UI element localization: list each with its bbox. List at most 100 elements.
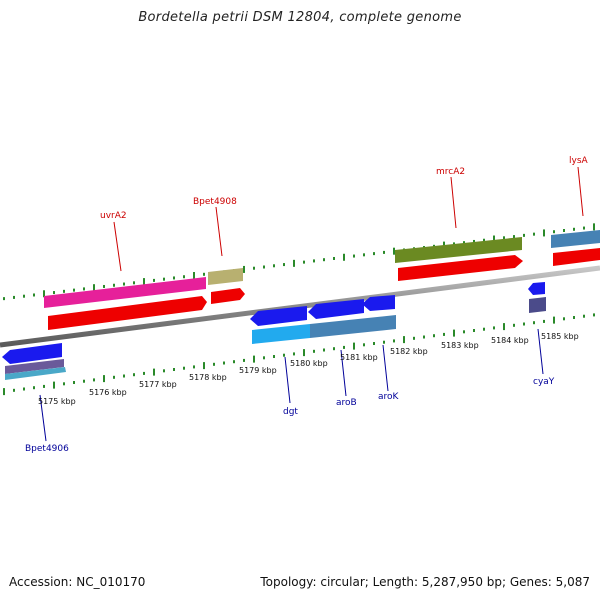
ruler-minor-tick xyxy=(593,313,595,317)
ruler-major-tick xyxy=(43,290,45,298)
ruler-minor-tick xyxy=(133,281,135,285)
ruler-major-tick xyxy=(593,223,595,231)
cds-aroB-feature[interactable] xyxy=(308,299,364,319)
scale-label-5175: 5175 kbp xyxy=(38,397,76,406)
ruler-minor-tick xyxy=(163,277,165,281)
gene-uvrA2-feature[interactable] xyxy=(44,277,206,308)
ruler-minor-tick xyxy=(83,287,85,291)
ruler-minor-tick xyxy=(263,265,265,269)
gene-dgt-feature[interactable] xyxy=(252,324,310,344)
gene-label-lysA[interactable]: lysA xyxy=(569,156,589,166)
mrcA2-leader xyxy=(450,176,457,229)
ruler-major-tick xyxy=(553,316,555,324)
ruler-minor-tick xyxy=(263,356,265,360)
ruler-minor-tick xyxy=(203,272,205,276)
gene-label-Bpet4908[interactable]: Bpet4908 xyxy=(193,197,237,207)
ruler-minor-tick xyxy=(3,297,5,301)
ruler-minor-tick xyxy=(83,379,85,383)
ruler-minor-tick xyxy=(533,232,535,236)
reverse-ruler xyxy=(3,313,595,396)
cds-dgt-feature[interactable] xyxy=(250,306,307,326)
ruler-minor-tick xyxy=(123,374,125,378)
ruler-minor-tick xyxy=(583,314,585,318)
cds-Bpet4908-feature[interactable] xyxy=(211,288,245,304)
ruler-major-tick xyxy=(53,381,55,389)
ruler-minor-tick xyxy=(13,388,15,392)
ruler-minor-tick xyxy=(373,252,375,256)
ruler-minor-tick xyxy=(183,275,185,279)
cds-uvrA2-feature[interactable] xyxy=(48,296,207,330)
ruler-minor-tick xyxy=(323,258,325,262)
ruler-major-tick xyxy=(293,259,295,267)
ruler-minor-tick xyxy=(63,289,65,293)
gene-label-mrcA2[interactable]: mrcA2 xyxy=(436,167,465,177)
cds-aroK-feature[interactable] xyxy=(362,295,395,311)
ruler-minor-tick xyxy=(243,358,245,362)
ruler-minor-tick xyxy=(563,229,565,233)
ruler-major-tick xyxy=(3,388,5,396)
scale-label-5181: 5181 kbp xyxy=(340,353,378,362)
label-leaders xyxy=(39,166,584,442)
ruler-minor-tick xyxy=(393,339,395,343)
gene-label-aroB[interactable]: aroB xyxy=(336,398,357,408)
cyaY-leader xyxy=(537,328,544,375)
cds-Bpet4906-feature[interactable] xyxy=(2,343,62,364)
ruler-minor-tick xyxy=(123,282,125,286)
gene-Bpet4906-feature[interactable] xyxy=(5,359,64,374)
ruler-minor-tick xyxy=(503,236,505,240)
gene-Bpet4908-feature[interactable] xyxy=(208,268,243,285)
scale-label-5178: 5178 kbp xyxy=(189,373,227,382)
ruler-minor-tick xyxy=(333,256,335,260)
gene-lysA-feature[interactable] xyxy=(551,230,600,248)
ruler-minor-tick xyxy=(43,384,45,388)
scale-label-5182: 5182 kbp xyxy=(390,347,428,356)
ruler-minor-tick xyxy=(453,242,455,246)
reverse-features xyxy=(2,282,546,380)
gene-label-cyaY[interactable]: cyaY xyxy=(533,377,555,387)
gene-Bpet4906-feature-2[interactable] xyxy=(5,367,66,380)
ruler-minor-tick xyxy=(433,334,435,338)
ruler-minor-tick xyxy=(73,288,75,292)
gene-label-Bpet4906[interactable]: Bpet4906 xyxy=(25,444,69,454)
ruler-minor-tick xyxy=(93,378,95,382)
ruler-major-tick xyxy=(543,229,545,237)
ruler-major-tick xyxy=(353,342,355,350)
ruler-major-tick xyxy=(93,284,95,292)
ruler-minor-tick xyxy=(373,342,375,346)
uvrA2-leader xyxy=(113,221,122,272)
gene-aroB-feature[interactable] xyxy=(310,315,396,338)
lysA-leader xyxy=(577,166,584,217)
gene-label-aroK[interactable]: aroK xyxy=(378,392,400,402)
gene-label-uvrA2[interactable]: uvrA2 xyxy=(100,211,127,221)
cds-mrcA2-feature[interactable] xyxy=(398,255,523,281)
ruler-minor-tick xyxy=(273,264,275,268)
cds-lysA-feature[interactable] xyxy=(553,248,600,266)
ruler-minor-tick xyxy=(583,226,585,230)
genome-backbone xyxy=(0,265,600,348)
gene-mrcA2-feature[interactable] xyxy=(395,237,522,263)
gene-label-dgt[interactable]: dgt xyxy=(283,407,298,417)
ruler-minor-tick xyxy=(303,260,305,264)
ruler-minor-tick xyxy=(333,347,335,351)
ruler-minor-tick xyxy=(103,284,105,288)
forward-features xyxy=(44,230,600,330)
ruler-minor-tick xyxy=(473,329,475,333)
ruler-minor-tick xyxy=(223,361,225,365)
ruler-minor-tick xyxy=(323,348,325,352)
map-title: Bordetella petrii DSM 12804, complete ge… xyxy=(138,10,462,25)
ruler-minor-tick xyxy=(463,241,465,245)
ruler-minor-tick xyxy=(313,259,315,263)
ruler-minor-tick xyxy=(363,253,365,257)
cds-cyaY-feature[interactable] xyxy=(528,282,545,295)
ruler-major-tick xyxy=(493,235,495,243)
ruler-minor-tick xyxy=(363,343,365,347)
ruler-minor-tick xyxy=(13,295,15,299)
scale-label-5177: 5177 kbp xyxy=(139,380,177,389)
ruler-minor-tick xyxy=(173,276,175,280)
ruler-minor-tick xyxy=(53,291,55,295)
ruler-major-tick xyxy=(503,323,505,331)
gene-cyaY-feature[interactable] xyxy=(529,297,546,313)
ruler-minor-tick xyxy=(173,368,175,372)
ruler-major-tick xyxy=(153,368,155,376)
